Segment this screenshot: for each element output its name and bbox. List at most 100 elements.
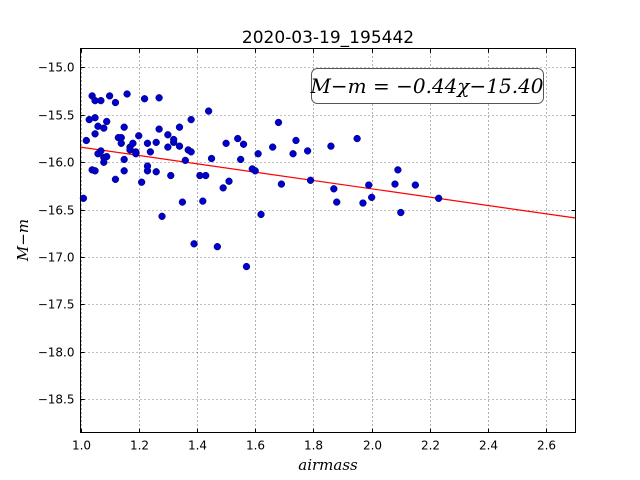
data-point — [219, 184, 227, 192]
data-point — [254, 150, 262, 158]
chart-title: 2020-03-19_195442 — [242, 28, 414, 48]
fit-line — [80, 146, 576, 219]
data-point — [79, 194, 88, 202]
x-tick-label: 1.6 — [246, 439, 265, 453]
data-point — [327, 142, 335, 150]
x-tick-label: 1.0 — [72, 439, 91, 453]
data-point — [251, 167, 259, 175]
data-point — [306, 176, 315, 184]
data-point — [120, 167, 128, 175]
data-point — [242, 262, 251, 271]
data-point — [82, 136, 90, 145]
y-tick-label: −16.5 — [38, 204, 75, 218]
data-point — [152, 168, 160, 176]
y-tick-label: −18.0 — [38, 346, 75, 360]
y-tick-label: −17.5 — [38, 298, 75, 312]
data-point — [236, 155, 245, 164]
x-tick-label: 1.8 — [304, 439, 323, 453]
data-point — [146, 148, 155, 156]
data-point — [155, 125, 163, 133]
data-point — [292, 136, 300, 145]
data-point — [303, 147, 312, 155]
data-point — [120, 123, 128, 131]
data-point — [391, 180, 399, 188]
data-point — [225, 177, 233, 185]
data-point — [359, 199, 367, 207]
data-point — [164, 143, 172, 151]
data-point — [333, 198, 341, 206]
data-point — [187, 115, 195, 124]
x-tick-label: 2.0 — [363, 439, 382, 453]
grid-lines — [80, 48, 576, 433]
data-point — [111, 98, 120, 107]
data-point — [143, 162, 152, 170]
data-point — [269, 143, 277, 151]
data-point — [330, 185, 338, 193]
data-point — [207, 154, 216, 163]
data-point — [397, 208, 405, 217]
data-point — [140, 95, 149, 103]
data-point — [274, 118, 283, 127]
data-point — [164, 131, 172, 139]
data-point — [234, 134, 242, 143]
data-point — [97, 96, 105, 105]
data-point — [100, 124, 108, 132]
annotation-box — [311, 68, 544, 104]
data-point — [190, 240, 198, 248]
fit-line-group — [80, 146, 576, 219]
data-point — [411, 181, 420, 189]
y-tick-label: −17.0 — [38, 251, 75, 265]
data-point — [111, 175, 120, 183]
data-point — [394, 166, 402, 174]
data-point — [434, 194, 443, 202]
x-axis-label: airmass — [298, 456, 358, 474]
data-point — [137, 178, 146, 186]
data-point — [129, 139, 137, 147]
data-point — [353, 134, 361, 143]
data-point — [167, 171, 175, 180]
data-point — [365, 181, 373, 189]
data-point — [91, 114, 99, 122]
data-point — [152, 138, 160, 147]
data-point — [239, 140, 248, 148]
x-tick-label: 2.2 — [421, 439, 440, 453]
data-point — [181, 156, 189, 165]
data-point — [213, 243, 222, 251]
x-tick-label: 2.4 — [479, 439, 498, 453]
data-point — [204, 107, 213, 115]
data-point — [175, 142, 184, 150]
data-point — [120, 155, 128, 164]
x-tick-label: 1.4 — [188, 439, 207, 453]
data-point — [123, 90, 131, 98]
data-point — [100, 158, 108, 166]
data-point — [155, 94, 163, 102]
data-point — [199, 197, 207, 205]
data-point — [91, 167, 99, 175]
data-point — [97, 147, 105, 155]
data-point — [175, 123, 184, 131]
data-point — [368, 193, 376, 202]
x-tick-labels: 1.0 1.2 1.4 1.6 1.8 2.0 2.2 2.4 2.6 — [72, 439, 556, 453]
data-point — [178, 198, 187, 206]
data-point — [91, 130, 99, 138]
plot-frame — [80, 48, 576, 433]
fit-equation-box: M−m = −0.44χ−15.40 — [309, 68, 544, 104]
data-point — [202, 171, 210, 180]
y-tick-label: −16.0 — [38, 156, 75, 170]
y-tick-labels: −15.0 −15.5 −16.0 −16.5 −17.0 −17.5 −18.0 −18.5 — [38, 61, 75, 407]
x-tick-label: 1.2 — [130, 439, 149, 453]
data-point — [117, 133, 125, 142]
fit-equation-text: M−m = −0.44χ−15.40 — [309, 74, 543, 98]
data-point — [222, 139, 230, 147]
y-tick-label: −18.5 — [38, 393, 75, 407]
data-point — [289, 150, 297, 158]
data-point — [135, 132, 143, 140]
data-point — [103, 117, 111, 126]
y-tick-label: −15.5 — [38, 109, 75, 123]
data-point — [143, 139, 152, 147]
data-point — [103, 152, 111, 161]
data-point — [105, 92, 114, 100]
data-point — [132, 150, 140, 158]
y-axis-label: M−m — [14, 219, 32, 262]
